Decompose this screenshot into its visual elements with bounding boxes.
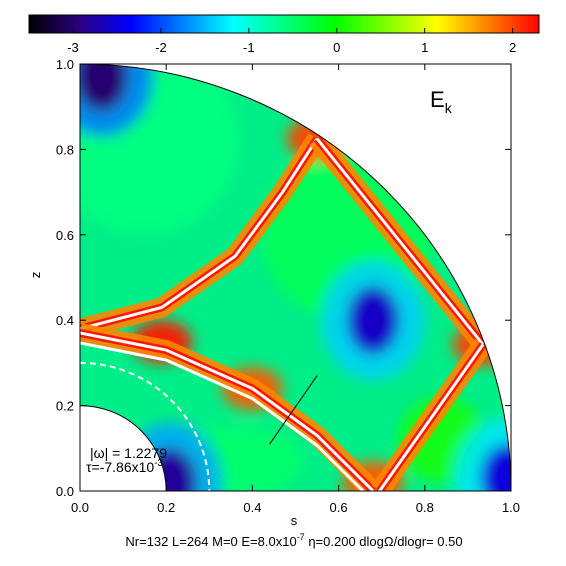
characteristic-lines	[80, 132, 492, 491]
colorbar-tick-label: 2	[509, 40, 516, 55]
field-feature	[80, 64, 128, 111]
cross-section-line	[269, 375, 318, 445]
x-axis-ticks: 0.0 0.2 0.4 0.6 0.8 1.0	[71, 64, 520, 515]
x-tick-label: 0.6	[330, 500, 348, 515]
colorbar-tick-label: 1	[421, 40, 428, 55]
characteristic-line	[315, 137, 485, 346]
colorbar-tick-label: -1	[243, 40, 255, 55]
colorbar-tick-label: -2	[155, 40, 167, 55]
tau-annotation: τ=-7.86x10-3	[86, 458, 164, 475]
y-tick-label: 0.0	[56, 484, 74, 499]
parameters-caption: Nr=132 L=264 M=0 E=8.0x10-7 η=0.200 dlog…	[125, 532, 462, 549]
omega-annotation: |ω| = 1.2279	[90, 445, 167, 461]
field-feature	[347, 286, 399, 355]
y-tick-label: 0.6	[56, 228, 74, 243]
x-tick-label: 0.4	[243, 500, 261, 515]
colorbar-tick-label: 0	[333, 40, 340, 55]
characteristic-line	[80, 331, 375, 491]
y-tick-label: 0.8	[56, 142, 74, 157]
x-tick-label: 1.0	[502, 500, 520, 515]
colorbar-tick-label: -3	[67, 40, 79, 55]
panel-label: Ek	[430, 87, 453, 116]
y-tick-label: 0.4	[56, 313, 74, 328]
axes: 0.0 0.2 0.4 0.6 0.8 1.0 0.00.20.40.60.81.0 s …	[28, 57, 520, 528]
y-tick-label: 0.2	[56, 399, 74, 414]
field-feature	[480, 444, 511, 491]
domain-outline	[79, 63, 512, 492]
characteristic-line	[80, 137, 319, 331]
characteristic-line	[80, 341, 375, 491]
critical-latitude-arc	[80, 361, 211, 491]
y-axis-label: z	[28, 272, 43, 279]
x-tick-label: 0.8	[416, 500, 434, 515]
x-axis-label: s	[291, 513, 298, 528]
x-tick-label: 0.2	[157, 500, 175, 515]
characteristic-line	[378, 343, 485, 491]
colorbar-gradient	[28, 14, 540, 34]
y-axis-ticks: 0.0 0.2 0.4 0.6 0.8 1.0	[56, 57, 511, 499]
y-tick-label: 1.0	[56, 57, 74, 72]
colorbar-ticks: -3 -2 -1 0 1 2	[67, 28, 516, 55]
axes-frame	[79, 63, 512, 492]
x-tick-label: 0.0	[71, 500, 89, 515]
colorbar: -3 -2 -1 0 1 2	[28, 14, 540, 55]
field-plot	[79, 63, 512, 492]
